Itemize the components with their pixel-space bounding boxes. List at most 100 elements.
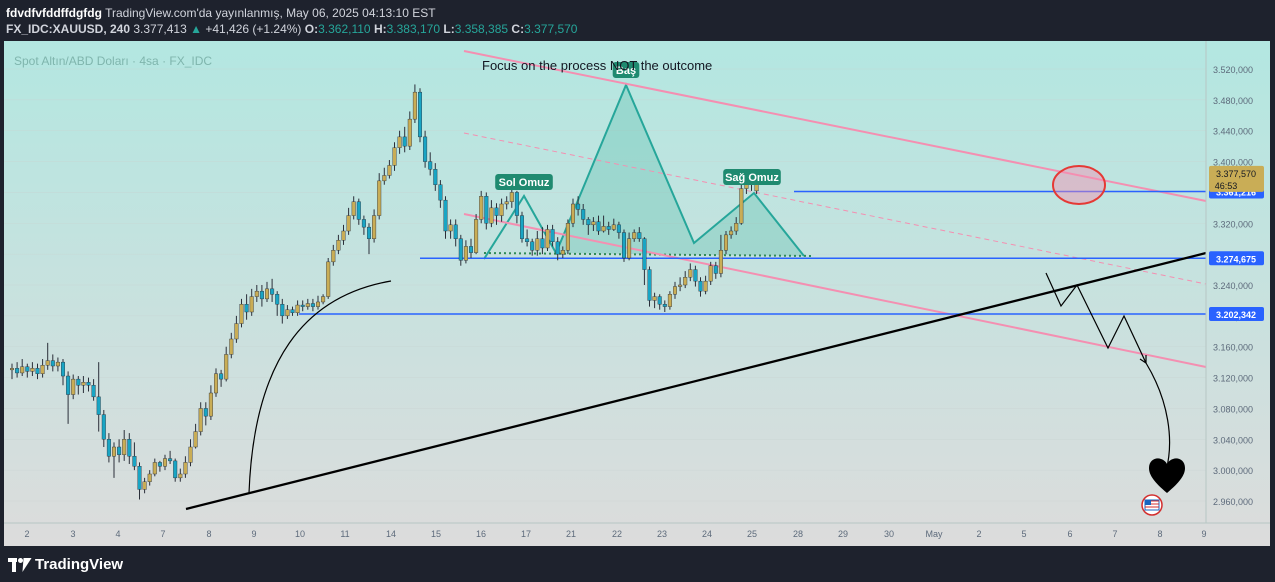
- x-tick-label: 30: [884, 529, 894, 539]
- x-tick-label: 8: [1157, 529, 1162, 539]
- candle-body: [265, 288, 270, 300]
- y-tick-label: 3.080,000: [1213, 404, 1253, 414]
- x-tick-label: 9: [1201, 529, 1206, 539]
- x-tick-label: 5: [1021, 529, 1026, 539]
- y-tick-label: 3.520,000: [1213, 65, 1253, 75]
- candle-body: [734, 223, 739, 232]
- chart-background: [4, 41, 1270, 546]
- candle-body: [152, 462, 157, 475]
- candle-body: [295, 304, 300, 313]
- candle-body: [91, 385, 96, 398]
- symbol-label[interactable]: FX_IDC:XAUUSD, 240: [6, 22, 131, 36]
- author-name[interactable]: fdvdfvfddffdgfdg: [6, 6, 102, 20]
- candle-body: [30, 368, 35, 372]
- candle-body: [193, 431, 198, 448]
- candle-body: [637, 232, 642, 239]
- y-tick-label: 3.040,000: [1213, 435, 1253, 445]
- footer: TradingView: [0, 548, 1275, 582]
- x-tick-label: 22: [612, 529, 622, 539]
- candle-body: [489, 207, 494, 224]
- y-tick-label: 2.960,000: [1213, 497, 1253, 507]
- x-tick-label: 11: [340, 529, 349, 539]
- x-tick-label: 29: [838, 529, 848, 539]
- candle-body: [106, 439, 111, 457]
- channel-upper: [463, 50, 1207, 202]
- x-tick-label: 9: [251, 529, 256, 539]
- candle-body: [474, 219, 479, 253]
- curve-arc: [248, 280, 392, 494]
- candle-body: [40, 365, 45, 374]
- channel-lower: [463, 213, 1207, 368]
- candle-body: [397, 136, 402, 148]
- candle-body: [377, 180, 382, 216]
- candle-body: [162, 458, 167, 467]
- candle-body: [520, 215, 525, 239]
- candle-body: [586, 219, 591, 226]
- candle-body: [509, 192, 514, 202]
- chart-area[interactable]: Sol Omuz Baş Sağ Omuz 2.960,000 3.000,000 3.…: [4, 41, 1270, 546]
- level-price-label: 3.361,216: [1216, 187, 1256, 197]
- candle-body: [336, 240, 341, 251]
- candle-body: [428, 161, 433, 170]
- price-chart[interactable]: Sol Omuz Baş Sağ Omuz 2.960,000 3.000,000 3.…: [4, 41, 1270, 546]
- candle-body: [412, 91, 417, 120]
- x-tick-label: 16: [476, 529, 486, 539]
- x-tick-label: 17: [521, 529, 531, 539]
- candle-body: [606, 226, 611, 230]
- candle-body: [555, 241, 560, 255]
- candle-body: [310, 303, 315, 307]
- candle-body: [418, 91, 423, 138]
- candle-body: [565, 223, 570, 251]
- change-arrow-icon: ▲: [190, 22, 202, 36]
- candle-body: [387, 165, 392, 176]
- x-tick-label: 2: [976, 529, 981, 539]
- tradingview-logo[interactable]: TradingView: [8, 556, 123, 573]
- candle-body: [535, 238, 540, 251]
- candle-body: [20, 366, 25, 374]
- candle-body: [662, 304, 667, 307]
- candle-body: [71, 378, 76, 395]
- candle-body: [341, 230, 346, 241]
- x-tick-label: 23: [657, 529, 667, 539]
- chart-title: Spot Altın/ABD Doları · 4sa · FX_IDC: [14, 54, 212, 68]
- candle-body: [198, 408, 203, 432]
- candle-body: [270, 288, 275, 295]
- countdown-label: 46:53: [1215, 181, 1238, 191]
- candle-body: [81, 382, 86, 386]
- candle-body: [157, 462, 162, 467]
- x-tick-label: May: [925, 529, 943, 539]
- symbol-line: FX_IDC:XAUUSD, 240 3.377,413 ▲ +41,426 (…: [6, 21, 1275, 37]
- candle-body: [372, 215, 377, 239]
- candle-body: [183, 462, 188, 475]
- candle-body: [632, 232, 637, 239]
- x-tick-label: 14: [386, 529, 396, 539]
- candle-body: [514, 192, 519, 216]
- projection-path: [1045, 272, 1147, 364]
- close-label: C:: [511, 22, 525, 36]
- candle-body: [443, 199, 448, 232]
- candle-body: [688, 269, 693, 278]
- candle-body: [724, 234, 729, 251]
- candle-body: [739, 188, 744, 224]
- candle-body: [530, 241, 535, 251]
- candle-body: [540, 238, 545, 249]
- candle-body: [254, 290, 259, 297]
- x-tick-label: 7: [160, 529, 165, 539]
- drawings-over: Sol Omuz Baş Sağ Omuz: [185, 62, 1207, 516]
- candle-body: [683, 277, 688, 286]
- candle-body: [703, 280, 708, 292]
- y-tick-label: 3.240,000: [1213, 281, 1253, 291]
- y-tick-label: 3.400,000: [1213, 158, 1253, 168]
- candle-body: [545, 229, 550, 249]
- candle-body: [616, 224, 621, 233]
- level-price-label: 3.202,342: [1216, 310, 1256, 320]
- candle-body: [168, 458, 173, 462]
- drop-curve: [1145, 362, 1171, 472]
- x-tick-label: 28: [793, 529, 803, 539]
- uptrend-line: [185, 251, 1207, 511]
- level-price-badge: [1209, 307, 1264, 322]
- candle-body: [331, 250, 336, 263]
- chart-header: fdvdfvfddffdgfdg TradingView.com'da yayı…: [0, 0, 1275, 40]
- candle-body: [448, 224, 453, 232]
- candle-body: [249, 296, 254, 313]
